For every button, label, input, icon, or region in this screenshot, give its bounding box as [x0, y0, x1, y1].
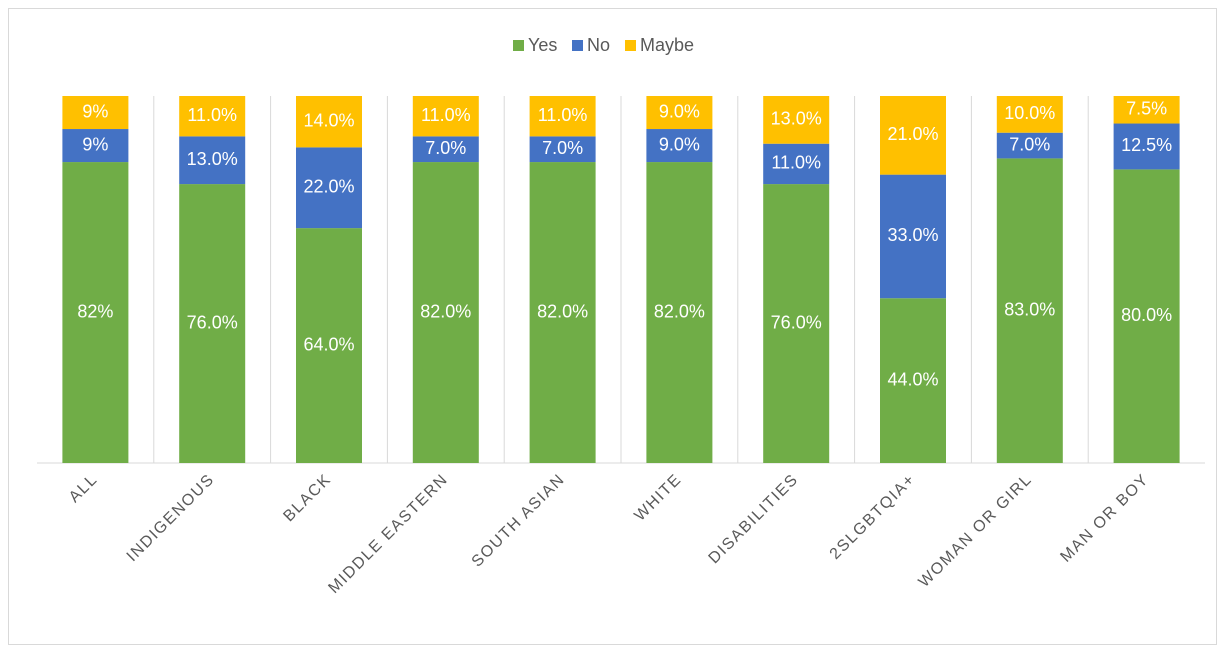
data-label: 13.0% — [187, 149, 238, 169]
data-label: 80.0% — [1121, 305, 1172, 325]
bar-segment — [763, 184, 830, 463]
bar-segment — [880, 96, 946, 175]
bar-segment — [179, 136, 246, 185]
bar-segment — [179, 96, 246, 137]
bar-segment — [646, 129, 713, 163]
data-label: 7.0% — [542, 138, 583, 158]
data-label: 11.0% — [771, 153, 821, 173]
data-label: 82.0% — [654, 301, 705, 321]
bar-segment — [529, 96, 596, 137]
legend-swatch — [572, 40, 583, 51]
legend-swatch — [625, 40, 636, 51]
data-label: 76.0% — [771, 312, 822, 332]
bar-segment — [1113, 96, 1180, 124]
bar-segment — [880, 174, 946, 299]
data-label: 82.0% — [420, 301, 471, 321]
data-label: 9.0% — [659, 134, 700, 154]
bar-segment — [763, 143, 830, 185]
legend-swatch — [513, 40, 524, 51]
data-label: 33.0% — [887, 225, 938, 245]
bar-segment — [296, 147, 362, 229]
bar-segment — [529, 136, 596, 163]
bar-segment — [1113, 123, 1180, 170]
data-label: 11.0% — [421, 105, 471, 125]
data-label: 82.0% — [537, 301, 588, 321]
data-label: 82% — [77, 301, 113, 321]
bar-segment — [763, 96, 830, 144]
legend-label: Yes — [528, 35, 557, 55]
data-label: 9% — [82, 134, 108, 154]
data-label: 11.0% — [538, 105, 588, 125]
bar-segment — [646, 96, 713, 130]
data-label: 13.0% — [771, 109, 822, 129]
bar-segment — [62, 96, 129, 130]
data-label: 21.0% — [887, 124, 938, 144]
bar-segment — [880, 298, 946, 463]
data-label: 7.0% — [1009, 134, 1050, 154]
bar-segment — [646, 162, 713, 463]
data-label: 7.0% — [425, 138, 466, 158]
bar-segment — [62, 129, 129, 163]
bar-segment — [412, 136, 479, 163]
data-label: 64.0% — [303, 334, 354, 354]
data-label: 83.0% — [1004, 299, 1055, 319]
bar-segment — [529, 162, 596, 463]
data-label: 9% — [82, 101, 108, 121]
bar-segment — [996, 96, 1063, 133]
data-label: 22.0% — [303, 177, 354, 197]
data-label: 14.0% — [303, 110, 354, 130]
bar-segment — [296, 228, 362, 463]
bar-segment — [62, 162, 129, 463]
bar-segment — [179, 184, 246, 463]
legend-label: No — [587, 35, 610, 55]
bar-segment — [996, 132, 1063, 159]
bar-segment — [412, 96, 479, 137]
bar-segment — [412, 162, 479, 463]
bar-segment — [296, 96, 362, 148]
data-label: 11.0% — [187, 105, 237, 125]
legend-label: Maybe — [640, 35, 694, 55]
data-label: 12.5% — [1121, 135, 1172, 155]
data-label: 9.0% — [659, 101, 700, 121]
data-label: 44.0% — [887, 369, 938, 389]
bar-segment — [996, 158, 1063, 463]
data-label: 76.0% — [187, 312, 238, 332]
bar-segment — [1113, 169, 1180, 463]
data-label: 10.0% — [1004, 103, 1055, 123]
data-label: 7.5% — [1126, 99, 1167, 119]
